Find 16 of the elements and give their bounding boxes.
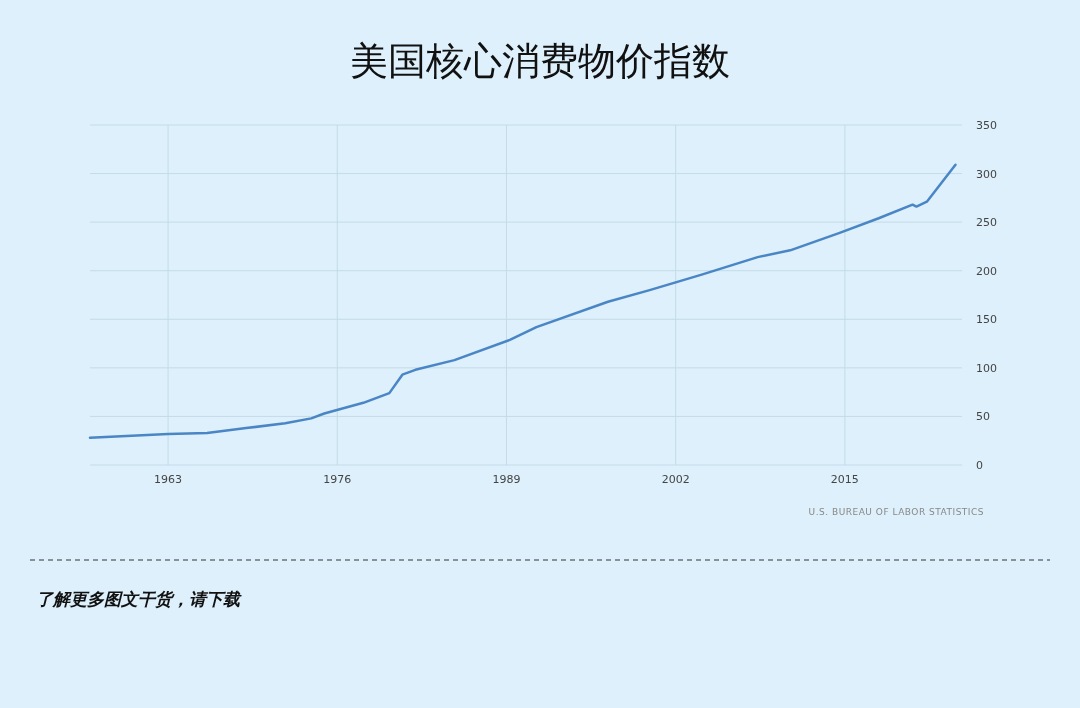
y-tick-label: 200 <box>976 264 997 278</box>
chart-title: 美国核心消费物价指数 <box>350 39 730 83</box>
text: U.S. BUREAU OF LABOR STATISTICS <box>808 507 984 517</box>
x-tick-label: 1989 <box>492 473 521 486</box>
y-tick-label: 100 <box>976 361 997 375</box>
text: 了解更多图文干货，请下载 <box>36 589 242 609</box>
x-tick-label: 1963 <box>154 473 183 486</box>
x-tick-label: 2015 <box>830 473 859 486</box>
y-tick-label: 150 <box>976 313 997 327</box>
y-tick-label: 350 <box>976 119 997 132</box>
x-tick-label: 2002 <box>661 473 690 486</box>
y-tick-label: 300 <box>976 167 997 181</box>
x-tick-label: 1976 <box>323 473 352 486</box>
y-tick-label: 0 <box>976 459 983 472</box>
y-tick-label: 50 <box>976 410 990 424</box>
y-tick-label: 250 <box>976 216 997 230</box>
